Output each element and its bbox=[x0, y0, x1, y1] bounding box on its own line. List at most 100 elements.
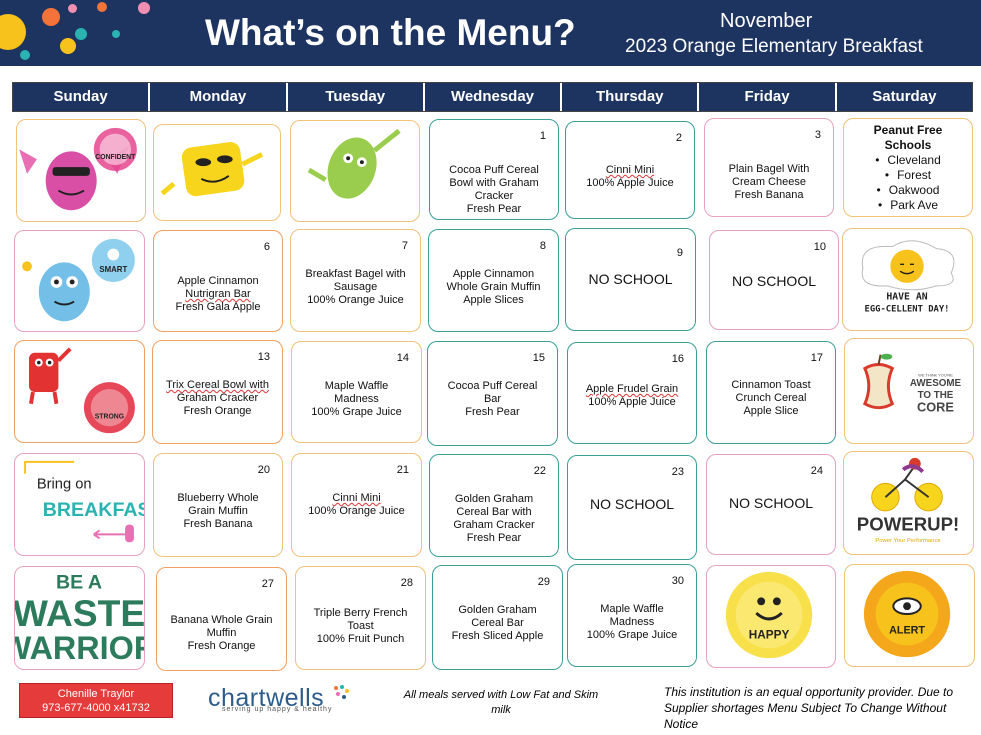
menu-line: Cocoa Puff Cereal bbox=[447, 380, 538, 392]
header-banner bbox=[0, 0, 981, 66]
logo-text: chartwells bbox=[208, 684, 325, 712]
waste-warrior-logo: BE A WASTE WARRIOR bbox=[15, 572, 144, 667]
day-cell-23: 23 NO SCHOOL bbox=[567, 455, 697, 560]
logo-tagline: serving up happy & healthy bbox=[222, 706, 333, 713]
menu-line: Cereal Bar with bbox=[456, 506, 532, 518]
menu-line: Muffin bbox=[206, 627, 237, 639]
day-cell-10: 10 NO SCHOOL bbox=[709, 230, 839, 330]
menu-line: 100% Orange Juice bbox=[307, 294, 404, 306]
art-cell-green-monster bbox=[290, 120, 420, 222]
core-label: CORE bbox=[917, 400, 954, 415]
day-number: 24 bbox=[810, 465, 823, 477]
menu-line: Fresh Gala Apple bbox=[175, 301, 261, 313]
menu-text: Golden Graham Cereal Bar Fresh Sliced Ap… bbox=[437, 604, 558, 643]
contact-box: Chenille Traylor 973-677-4000 x41732 bbox=[19, 683, 173, 718]
art-cell-powerup: POWERUP! Power Your Performance bbox=[843, 451, 974, 555]
menu-text: Apple Cinnamon Whole Grain Muffin Apple … bbox=[433, 268, 554, 307]
equal-opportunity-note: This institution is an equal opportunity… bbox=[664, 685, 954, 731]
menu-text: Apple Cinnamon Nutrigran Bar Fresh Gala … bbox=[158, 275, 278, 314]
contact-phone: 973-677-4000 x41732 bbox=[42, 702, 150, 714]
milk-note: All meals served with Low Fat and Skim m… bbox=[403, 689, 599, 716]
day-number: 21 bbox=[396, 464, 409, 476]
day-friday: Friday bbox=[699, 83, 837, 111]
green-monster-icon bbox=[307, 128, 401, 199]
day-cell-1: 1 Cocoa Puff Cereal Bowl with Graham Cra… bbox=[429, 119, 559, 220]
menu-line: Madness bbox=[609, 616, 655, 628]
chartwells-logo: chartwells bbox=[208, 684, 350, 713]
menu-text: Breakfast Bagel with Sausage 100% Orange… bbox=[295, 268, 416, 307]
egg-icon: HAVE AN EGG-CELLENT DAY! bbox=[861, 240, 955, 314]
day-number: 15 bbox=[532, 352, 545, 364]
day-number: 2 bbox=[675, 132, 682, 144]
egg-label: EGG-CELLENT DAY! bbox=[865, 304, 950, 314]
day-cell-24: 24 NO SCHOOL bbox=[706, 454, 836, 555]
day-cell-29: 29 Golden Graham Cereal Bar Fresh Sliced… bbox=[432, 565, 563, 670]
confident-monster-icon: CONFIDENT bbox=[19, 127, 137, 211]
menu-line: Cracker bbox=[474, 190, 514, 202]
menu-line: Cocoa Puff Cereal bbox=[449, 164, 539, 176]
art-cell-strong: STRONG bbox=[14, 340, 145, 443]
menu-line: Apple Cinnamon bbox=[177, 275, 259, 287]
school-item: Forest bbox=[844, 168, 972, 183]
day-cell-3: 3 Plain Bagel With Cream Cheese Fresh Ba… bbox=[704, 118, 834, 217]
menu-text: Triple Berry French Toast 100% Fruit Pun… bbox=[300, 607, 421, 646]
day-cell-15: 15 Cocoa Puff Cereal Bar Fresh Pear bbox=[427, 341, 558, 446]
art-cell-happy: HAPPY bbox=[706, 565, 836, 668]
waste-label: BE A bbox=[56, 572, 102, 594]
day-number: 30 bbox=[671, 575, 684, 587]
day-cell-30: 30 Maple Waffle Madness 100% Grape Juice bbox=[567, 564, 697, 667]
day-cell-8: 8 Apple Cinnamon Whole Grain Muffin Appl… bbox=[428, 229, 559, 332]
egg-label: HAVE AN bbox=[886, 292, 927, 303]
school-item: Cleveland bbox=[844, 153, 972, 168]
day-number: 14 bbox=[396, 352, 409, 364]
day-number: 28 bbox=[400, 577, 413, 589]
powerup-cyclist-icon: POWERUP! Power Your Performance bbox=[857, 457, 959, 544]
day-number: 16 bbox=[671, 353, 684, 365]
menu-line: Trix Cereal Bowl with bbox=[166, 379, 269, 391]
day-saturday: Saturday bbox=[872, 88, 937, 105]
day-cell-27: 27 Banana Whole Grain Muffin Fresh Orang… bbox=[156, 567, 287, 671]
bring-label: Bring on bbox=[37, 476, 92, 492]
menu-text: Cocoa Puff Cereal Bar Fresh Pear bbox=[432, 380, 553, 419]
menu-line: Fresh Pear bbox=[465, 406, 520, 418]
menu-text: Golden Graham Cereal Bar with Graham Cra… bbox=[434, 493, 554, 545]
powerup-sub-label: Power Your Performance bbox=[875, 538, 940, 544]
peanut-title: Peanut Free bbox=[873, 123, 943, 137]
core-label: AWESOME bbox=[910, 378, 962, 389]
art-cell-waste-warrior: BE A WASTE WARRIOR bbox=[14, 566, 145, 670]
menu-line: 100% Fruit Punch bbox=[316, 633, 405, 645]
school-item: Park Ave bbox=[844, 198, 972, 213]
menu-line: Fresh Orange bbox=[183, 405, 252, 417]
menu-line: 100% Apple Juice bbox=[586, 177, 674, 189]
menu-line: Banana Whole Grain bbox=[170, 614, 273, 626]
alert-eye-icon: ALERT bbox=[863, 570, 951, 658]
menu-line: Toast bbox=[347, 620, 374, 632]
menu-line: Whole Grain Muffin bbox=[446, 281, 541, 293]
powerup-label: POWERUP! bbox=[857, 513, 959, 534]
header-subtitle: 2023 Orange Elementary Breakfast bbox=[625, 36, 923, 57]
menu-line: Apple Slice bbox=[743, 405, 799, 417]
core-label: WE THINK YOU'RE bbox=[918, 372, 953, 377]
day-cell-17: 17 Cinnamon Toast Crunch Cereal Apple Sl… bbox=[706, 341, 836, 444]
art-cell-bring-on-breakfast: Bring on BREAKFAST bbox=[14, 453, 145, 556]
menu-line: Graham Cracker bbox=[176, 392, 259, 404]
art-cell-confident: CONFIDENT bbox=[16, 119, 146, 222]
day-number: 13 bbox=[257, 351, 270, 363]
day-number: 8 bbox=[539, 240, 546, 252]
smart-label: SMART bbox=[99, 265, 127, 274]
day-number: 1 bbox=[539, 130, 546, 142]
menu-text: Trix Cereal Bowl with Graham Cracker Fre… bbox=[157, 379, 278, 418]
day-cell-6: 6 Apple Cinnamon Nutrigran Bar Fresh Gal… bbox=[153, 230, 283, 332]
no-school-label: NO SCHOOL bbox=[589, 496, 674, 512]
peanut-title: Schools bbox=[884, 138, 932, 152]
no-school-label: NO SCHOOL bbox=[728, 495, 813, 511]
menu-text: Plain Bagel With Cream Cheese Fresh Bana… bbox=[709, 163, 829, 202]
day-cell-28: 28 Triple Berry French Toast 100% Fruit … bbox=[295, 566, 426, 670]
menu-line: Crunch Cereal bbox=[735, 392, 807, 404]
day-number: 6 bbox=[263, 241, 270, 253]
art-cell-yellow-monster bbox=[153, 124, 281, 221]
menu-line: Fresh Sliced Apple bbox=[451, 630, 544, 642]
menu-text: Cocoa Puff Cereal Bowl with Graham Crack… bbox=[434, 164, 554, 216]
menu-line: Maple Waffle bbox=[600, 603, 664, 615]
logo-dots-icon bbox=[333, 685, 349, 699]
